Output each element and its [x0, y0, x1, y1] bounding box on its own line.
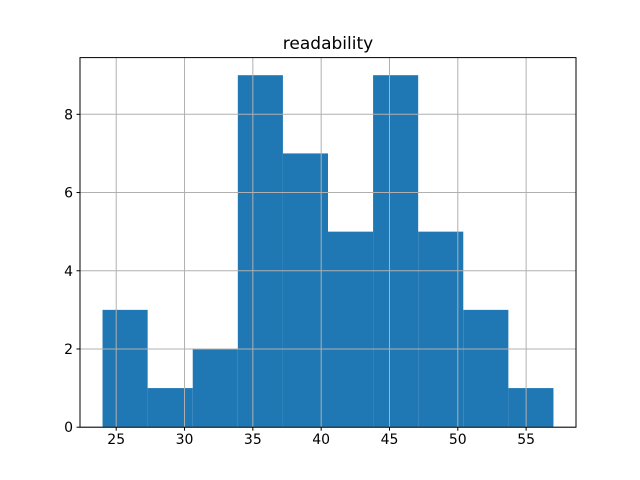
hist-bar-3	[237, 75, 283, 428]
axes-frame	[79, 57, 577, 428]
hist-bar-4	[282, 153, 328, 428]
y-tick-label-0: 0	[64, 420, 73, 436]
x-tick-label-50: 50	[449, 432, 467, 448]
hist-bar-0	[102, 309, 148, 428]
y-tick-label-2: 2	[64, 342, 73, 358]
hist-bar-7	[418, 231, 464, 428]
x-tick-label-25: 25	[107, 432, 125, 448]
x-tick-label-30: 30	[176, 432, 194, 448]
x-tick-label-45: 45	[381, 432, 399, 448]
hist-bar-5	[328, 231, 374, 428]
x-tick-label-40: 40	[312, 432, 330, 448]
hist-bar-1	[147, 388, 193, 428]
hist-bar-9	[508, 388, 554, 428]
y-tick-label-4: 4	[64, 264, 73, 280]
hist-bar-2	[192, 348, 238, 428]
hist-bar-6	[373, 75, 419, 428]
hist-bar-8	[463, 309, 509, 428]
y-tick-label-6: 6	[64, 186, 73, 202]
x-tick-label-55: 55	[517, 432, 535, 448]
chart-title: readability	[282, 34, 374, 54]
x-tick-label-35: 35	[244, 432, 262, 448]
y-tick-label-8: 8	[64, 107, 73, 123]
